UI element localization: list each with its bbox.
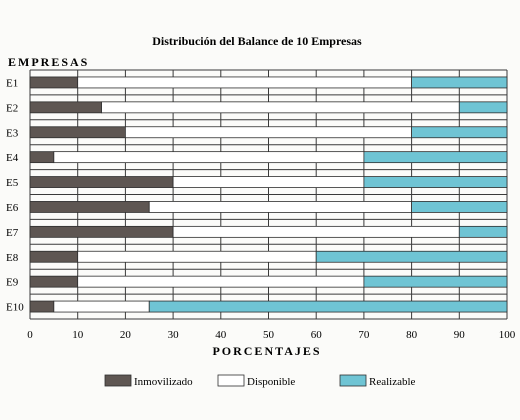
bar-segment [411,76,508,89]
x-tick-label: 40 [215,329,227,341]
plot-area: 0 10 20 30 40 50 60 70 80 90 100 E1 E2 E3 E4 E5 E6 E7 E8 E9… [6,69,516,341]
legend-label: Realizable [369,376,416,388]
y-tick-label: E2 [6,102,18,114]
bar-segment [148,300,508,313]
y-tick-label: E3 [6,127,19,139]
bar-segment [172,225,460,238]
y-tick-label: E9 [6,277,19,289]
bar-segment [29,225,174,238]
bar-segment [77,250,317,263]
x-tick-label: 60 [311,329,323,341]
legend: Inmovilizado Disponible Realizable [104,374,416,388]
bar-segment [53,300,150,313]
y-tick-label: E4 [6,152,19,164]
x-tick-label: 80 [406,329,418,341]
bar-segment [29,250,79,263]
legend-label: Disponible [247,376,295,388]
x-tick-label: 20 [120,329,132,341]
bar-segment [315,250,508,263]
bar-segment [363,151,508,164]
x-tick-label: 50 [263,329,275,341]
legend-swatch [339,374,367,387]
bar-segment [411,201,508,213]
legend-swatch [104,374,132,387]
bar-segment [29,101,102,114]
bar-segment [125,126,413,139]
bar-segment [172,176,365,188]
y-tick-label: E7 [6,227,19,239]
y-tick-label: E10 [6,302,24,314]
bar-segment [77,76,412,89]
x-tick-label: 100 [499,329,516,341]
bar-segment [29,201,150,213]
chart-title: Distribución del Balance de 10 Empresas [152,34,362,48]
x-tick-label: 90 [454,329,466,341]
y-axis-label: EMPRESAS [8,55,89,69]
x-axis-label: PORCENTAJES [212,344,321,358]
bar-segment [458,101,508,114]
bar-segment [458,225,508,238]
bar-segment [29,126,126,139]
bar-segment [101,101,460,114]
x-tick-label: 30 [168,329,180,341]
y-tick-label: E1 [6,77,18,89]
y-tick-label: E8 [6,252,19,264]
bar-segment [363,275,508,288]
y-tick-label: E6 [6,202,19,214]
x-tick-label: 10 [72,329,84,341]
legend-swatch [217,374,245,387]
bar-segment [363,176,508,188]
bar-segment [148,201,413,213]
bar-segment [29,176,174,188]
bar-segment [29,151,55,164]
x-tick-label: 70 [358,329,370,341]
bar-segment [77,275,365,288]
y-tick-label: E5 [6,177,19,189]
bar-segment [411,126,508,139]
bar-segment [53,151,365,164]
bar-segment [29,275,79,288]
bar-segment [29,76,79,89]
x-tick-label: 0 [27,329,33,341]
bar-segment [29,300,55,313]
legend-label: Inmovilizado [134,376,193,388]
